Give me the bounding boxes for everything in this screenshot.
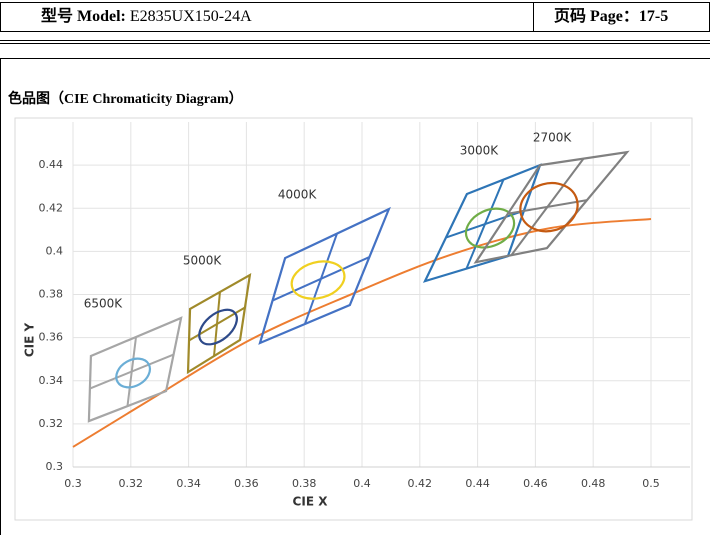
model-label: 型号 Model: (41, 8, 126, 25)
x-axis-label: CIE X (293, 495, 329, 509)
macadam-ellipse (198, 308, 238, 346)
x-tick-label: 0.42 (408, 477, 433, 490)
y-tick-label: 0.38 (39, 288, 64, 301)
bin-label: 2700K (533, 131, 573, 145)
x-tick-label: 0.48 (581, 477, 606, 490)
macadam-ellipse (290, 260, 346, 300)
bin-label: 5000K (183, 254, 223, 268)
bin-quad (473, 150, 630, 264)
macadam-ellipse (464, 207, 516, 249)
model-cell: 型号 Model: E2835UX150-24A (0, 2, 534, 32)
x-tick-label: 0.34 (176, 477, 201, 490)
x-tick-label: 0.3 (64, 477, 82, 490)
x-tick-label: 0.36 (234, 477, 259, 490)
x-tick-label: 0.46 (523, 477, 548, 490)
x-tick-label: 0.38 (292, 477, 317, 490)
bin-quad (87, 316, 183, 423)
planck-locus (72, 218, 652, 448)
model-value: E2835UX150-24A (129, 8, 252, 25)
chart-frame (14, 117, 693, 521)
page-label: 页码 Page： (554, 8, 639, 25)
page-value: 17-5 (638, 8, 669, 25)
x-tick-label: 0.5 (642, 477, 660, 490)
bin-divider (89, 353, 174, 390)
bin-divider (272, 256, 370, 302)
bin-quad (422, 163, 542, 283)
bin-quad (258, 206, 391, 345)
rule (0, 43, 710, 44)
bin-label: 6500K (84, 297, 124, 311)
x-tick-label: 0.4 (353, 477, 371, 490)
x-tick-label: 0.32 (119, 477, 144, 490)
y-tick-label: 0.44 (39, 158, 64, 171)
y-tick-label: 0.34 (39, 374, 64, 387)
section-title: 色品图（CIE Chromaticity Diagram） (8, 92, 243, 107)
y-tick-label: 0.3 (46, 460, 64, 473)
y-tick-label: 0.36 (39, 331, 64, 344)
rule (0, 40, 710, 41)
bin-label: 4000K (278, 188, 318, 202)
macadam-ellipse (519, 181, 579, 233)
y-tick-label: 0.32 (39, 417, 64, 430)
macadam-ellipse (115, 357, 152, 389)
y-tick-label: 0.4 (46, 244, 64, 257)
bin-label: 3000K (460, 144, 500, 158)
bin-quad (186, 273, 252, 375)
x-tick-label: 0.44 (465, 477, 490, 490)
y-tick-label: 0.42 (39, 201, 64, 214)
section-box (0, 58, 710, 535)
y-axis-label: CIE Y (23, 323, 37, 358)
